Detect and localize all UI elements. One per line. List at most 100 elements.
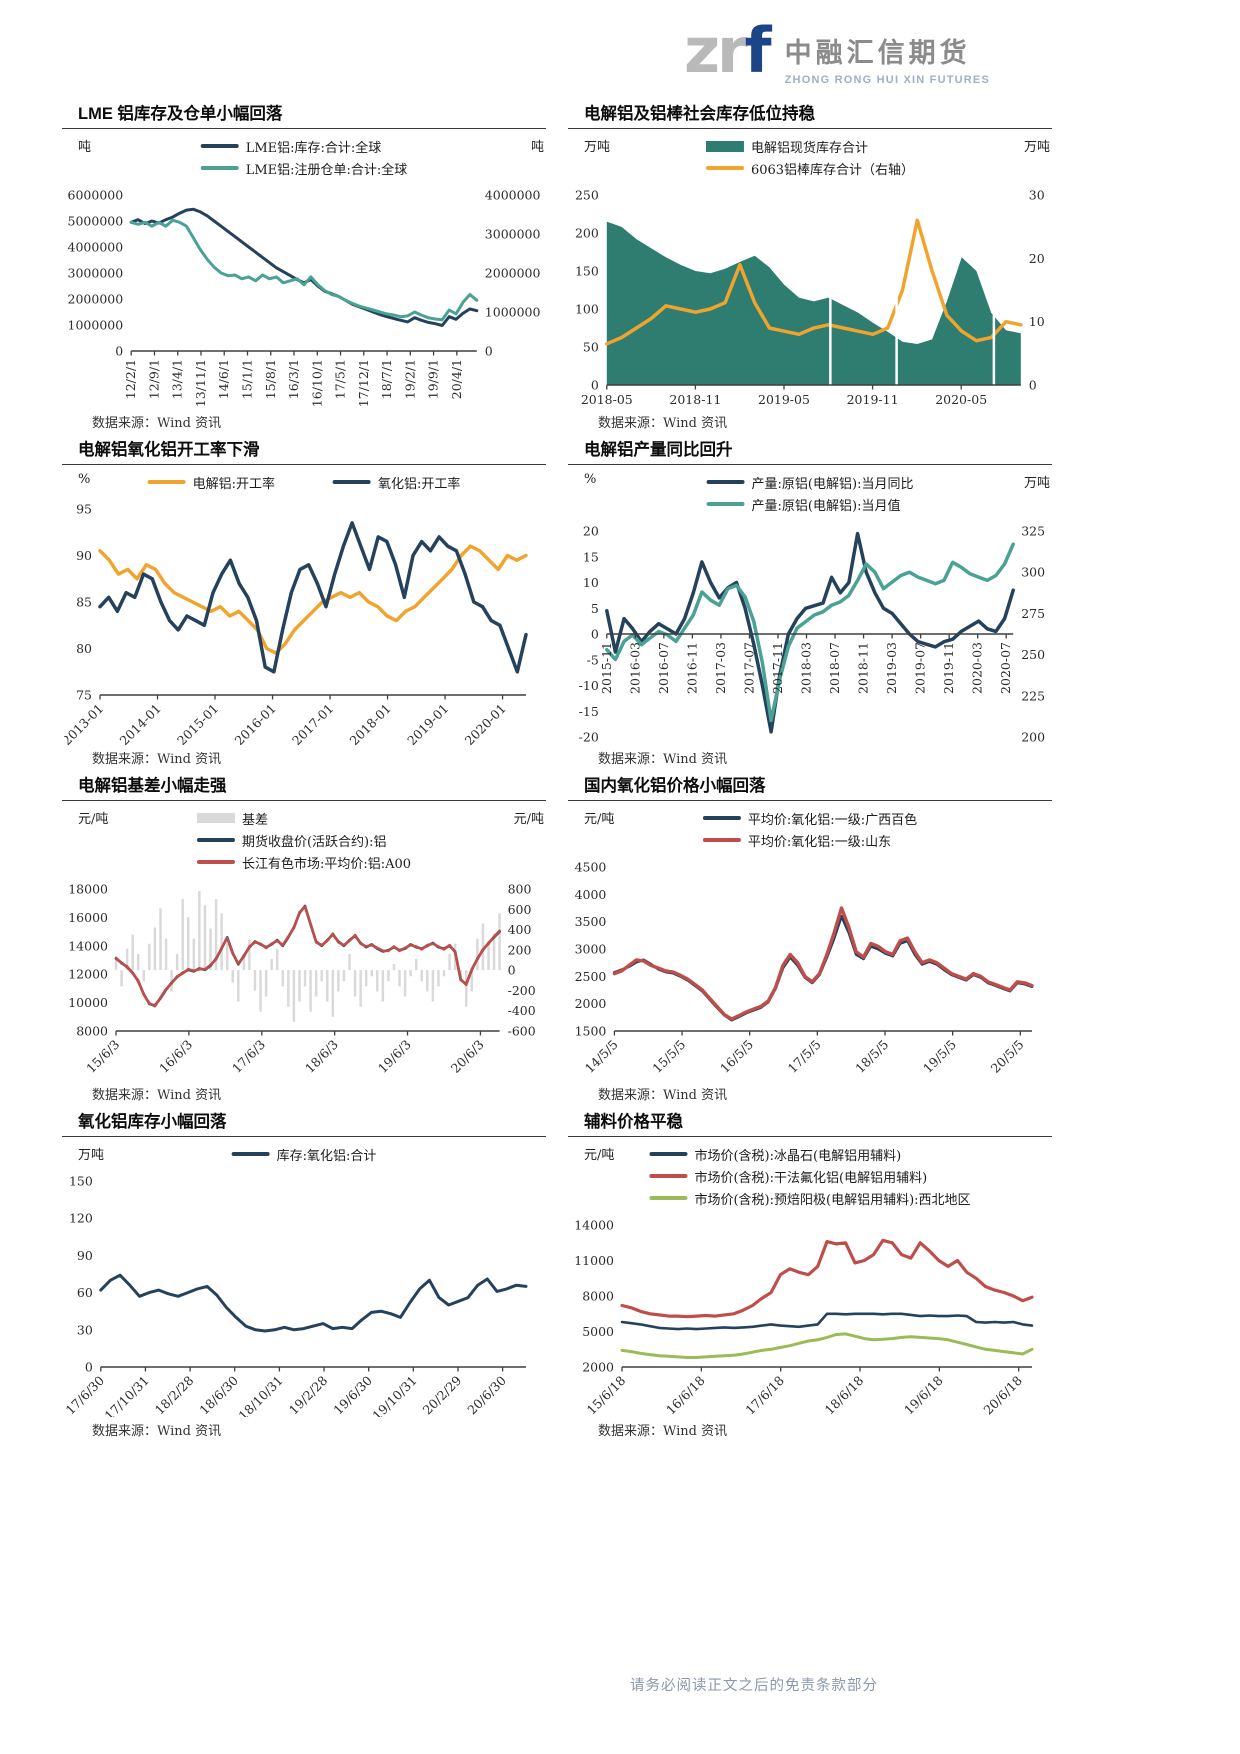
- chart-title: 电解铝基差小幅走强: [78, 777, 227, 795]
- legend-swatch-line: [147, 480, 186, 484]
- svg-text:15/1/1: 15/1/1: [239, 359, 254, 399]
- chart-panel-alumina-inventory: 氧化铝库存小幅回落 万吨 库存:氧化铝:合计 0 30 60 90 120 150 17/6…: [62, 1108, 546, 1444]
- svg-text:15/6/18: 15/6/18: [584, 1373, 629, 1417]
- chart-panel-output-yoy: 电解铝产量同比回升 % 产量:原铝(电解铝):当月同比 产量:原铝(电解铝):当月…: [568, 436, 1052, 772]
- svg-text:2015-11: 2015-11: [599, 642, 614, 694]
- chart-title: 辅料价格平稳: [584, 1113, 683, 1131]
- chart-title: 电解铝氧化铝开工率下滑: [78, 441, 260, 459]
- data-source-note: 数据来源：Wind 资讯: [92, 1424, 222, 1439]
- chart-canvas: 1500 2000 2500 3000 3500 4000 4500 14/5/5 15/5/5…: [575, 860, 1034, 1076]
- svg-text:3500: 3500: [575, 914, 607, 929]
- svg-text:90: 90: [76, 548, 92, 563]
- svg-text:6000000: 6000000: [68, 188, 124, 203]
- svg-text:10: 10: [583, 575, 599, 590]
- svg-text:4000000: 4000000: [485, 188, 541, 203]
- svg-text:11000: 11000: [574, 1253, 614, 1268]
- legend-item: 市场价(含税):预焙阳极(电解铝用辅料):西北地区: [649, 1187, 971, 1209]
- data-source-note: 数据来源：Wind 资讯: [92, 1088, 222, 1103]
- legend-item: 市场价(含税):干法氟化铝(电解铝用辅料): [649, 1165, 927, 1187]
- svg-text:2020-07: 2020-07: [998, 642, 1013, 694]
- svg-text:19/6/3: 19/6/3: [375, 1037, 414, 1076]
- svg-text:5000: 5000: [582, 1324, 614, 1339]
- svg-text:17/6/30: 17/6/30: [64, 1373, 107, 1417]
- svg-text:150: 150: [575, 264, 599, 279]
- legend-label: 电解铝:开工率: [192, 476, 275, 492]
- legend-item: 长江有色市场:平均价:铝:A00: [196, 851, 411, 873]
- legend-label: 市场价(含税):干法氟化铝(电解铝用辅料): [694, 1170, 928, 1186]
- data-source-note: 数据来源：Wind 资讯: [92, 416, 222, 431]
- legend-swatch-line: [196, 838, 235, 842]
- svg-text:95: 95: [76, 502, 92, 517]
- title-divider: [568, 128, 1052, 129]
- legend-swatch-line: [200, 166, 239, 170]
- svg-text:600: 600: [508, 902, 532, 917]
- svg-text:2018-05: 2018-05: [581, 392, 633, 407]
- svg-text:120: 120: [69, 1211, 93, 1226]
- svg-text:4000: 4000: [575, 887, 607, 902]
- chart-title: 国内氧化铝价格小幅回落: [584, 777, 766, 795]
- svg-text:4500: 4500: [575, 860, 607, 875]
- svg-text:225: 225: [1021, 688, 1045, 703]
- svg-text:3000000: 3000000: [68, 266, 124, 281]
- right-axis-unit: 元/吨: [513, 812, 544, 827]
- legend-zone: % 电解铝:开工率 氧化铝:开工率: [62, 469, 546, 499]
- svg-text:2017-11: 2017-11: [770, 642, 785, 694]
- brand-block: 中融汇信期货 ZHONG RONG HUI XIN FUTURES: [785, 22, 990, 86]
- svg-text:1000000: 1000000: [68, 318, 124, 333]
- svg-text:19/5/5: 19/5/5: [920, 1037, 959, 1076]
- left-axis-unit: 元/吨: [78, 812, 109, 827]
- legend-label: 产量:原铝(电解铝):当月同比: [751, 476, 914, 492]
- title-divider: [568, 1136, 1052, 1137]
- chart-canvas: 0 1000000 2000000 3000000 4000000 5000000 6000…: [68, 188, 541, 408]
- legend-swatch-line: [705, 166, 744, 170]
- chart-panel-social-inventory: 电解铝及铝棒社会库存低位持稳 万吨 电解铝现货库存合计 6063铝棒库存合计（右轴…: [568, 100, 1052, 436]
- svg-text:17/5/1: 17/5/1: [333, 359, 348, 399]
- svg-text:12000: 12000: [68, 967, 108, 982]
- svg-text:19/2/1: 19/2/1: [402, 359, 417, 399]
- title-divider: [62, 128, 546, 129]
- svg-text:3000000: 3000000: [485, 227, 541, 242]
- svg-text:2016-03: 2016-03: [627, 642, 642, 694]
- svg-text:3000: 3000: [575, 942, 607, 957]
- svg-text:19/2/28: 19/2/28: [286, 1373, 331, 1417]
- svg-text:18/10/31: 18/10/31: [235, 1373, 285, 1417]
- legend-item: 6063铝棒库存合计（右轴）: [705, 157, 914, 179]
- legend: 平均价:氧化铝:一级:广西百色 平均价:氧化铝:一级:山东: [702, 807, 917, 851]
- legend-label: 氧化铝:开工率: [378, 476, 461, 492]
- svg-text:14000: 14000: [574, 1218, 614, 1233]
- svg-text:8000: 8000: [76, 1024, 108, 1039]
- chart-title: 电解铝产量同比回升: [584, 441, 733, 459]
- svg-text:16/6/18: 16/6/18: [663, 1373, 708, 1417]
- svg-text:16/3/1: 16/3/1: [286, 359, 301, 399]
- legend-item: 库存:氧化铝:合计: [231, 1143, 376, 1165]
- data-source-note: 数据来源：Wind 资讯: [598, 416, 728, 431]
- legend-item: 基差: [196, 807, 268, 829]
- brand-name-cn: 中融汇信期货: [784, 38, 971, 68]
- legend-swatch-line: [702, 816, 741, 820]
- svg-text:12/2/1: 12/2/1: [123, 359, 138, 399]
- svg-text:0: 0: [591, 378, 599, 393]
- svg-text:18/5/5: 18/5/5: [852, 1037, 891, 1076]
- data-source-note: 数据来源：Wind 资讯: [598, 1088, 728, 1103]
- left-axis-unit: 万吨: [584, 140, 611, 155]
- left-axis-unit: %: [78, 472, 91, 487]
- svg-text:18/7/1: 18/7/1: [379, 359, 394, 399]
- legend-item: 电解铝:开工率: [147, 471, 275, 493]
- legend: 市场价(含税):冰晶石(电解铝用辅料) 市场价(含税):干法氟化铝(电解铝用辅料)…: [649, 1143, 971, 1209]
- svg-text:0: 0: [485, 344, 493, 359]
- svg-text:2018-11: 2018-11: [669, 392, 721, 407]
- svg-text:14/5/5: 14/5/5: [582, 1037, 621, 1076]
- svg-text:16/10/1: 16/10/1: [309, 359, 324, 407]
- legend: 电解铝现货库存合计 6063铝棒库存合计（右轴）: [705, 135, 914, 179]
- legend-zone: 万吨 库存:氧化铝:合计: [62, 1141, 546, 1171]
- svg-text:19/9/1: 19/9/1: [426, 359, 441, 399]
- svg-text:250: 250: [1021, 647, 1045, 662]
- legend: 电解铝:开工率 氧化铝:开工率: [147, 471, 461, 493]
- legend-zone: 元/吨 市场价(含税):冰晶石(电解铝用辅料) 市场价(含税):干法氟化铝(电解铝…: [568, 1141, 1052, 1215]
- svg-text:2020-03: 2020-03: [970, 642, 985, 694]
- svg-text:20/4/1: 20/4/1: [449, 359, 464, 399]
- legend-zone: 元/吨 平均价:氧化铝:一级:广西百色 平均价:氧化铝:一级:山东: [568, 805, 1052, 857]
- legend-item: 市场价(含税):冰晶石(电解铝用辅料): [649, 1143, 901, 1165]
